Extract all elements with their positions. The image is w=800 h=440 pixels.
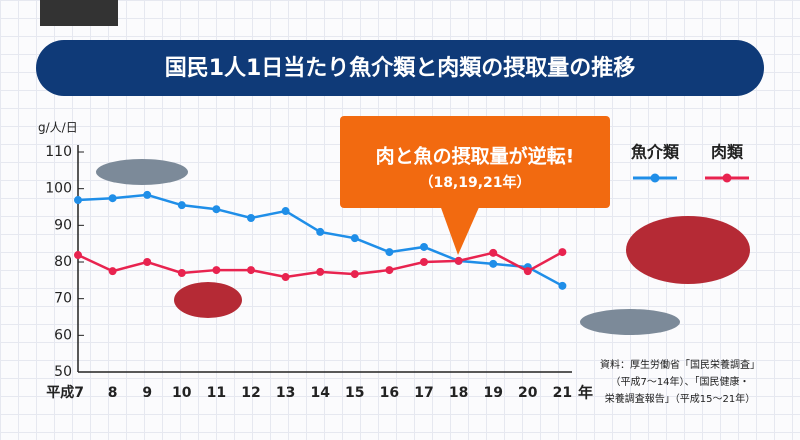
data-point: [247, 214, 255, 222]
data-point: [281, 273, 290, 282]
x-tick-label: 19: [483, 385, 502, 401]
x-tick-label: 14: [310, 385, 330, 401]
x-tick-label: 18: [449, 385, 468, 401]
y-tick-label: 90: [54, 217, 72, 233]
source-note: 栄養調査報告」（平成15～21年）: [605, 392, 755, 405]
source-note: 資料：厚生労働省「国民栄養調査」: [600, 358, 760, 371]
x-tick-label: 11: [207, 385, 226, 401]
data-point: [523, 267, 532, 276]
data-point: [385, 248, 394, 257]
callout-title: 肉と魚の摂取量が逆転!: [376, 145, 575, 168]
data-point: [420, 258, 428, 266]
fish-image: [96, 159, 188, 185]
callout-pointer: [440, 205, 480, 255]
data-point: [74, 196, 82, 205]
data-point: [143, 258, 152, 266]
data-point: [558, 281, 567, 290]
x-tick-label: 21: [553, 385, 572, 401]
data-point: [350, 234, 359, 243]
meat-image: [174, 282, 242, 318]
x-tick-label: 12: [241, 385, 260, 401]
data-point: [489, 259, 498, 268]
legend-label: 肉類: [711, 143, 744, 162]
data-point: [489, 248, 498, 257]
data-point: [316, 267, 325, 276]
data-point: [281, 207, 290, 216]
x-tick-label: 平成7: [46, 384, 84, 401]
plot: 50 60 70 80 90 100 110 平成7 8 9 10 11 12 13 14 15 16 17 18 1…: [45, 143, 749, 401]
legend-label: 魚介類: [631, 143, 680, 162]
y-tick-label: 100: [45, 181, 72, 197]
data-point: [316, 227, 325, 236]
data-point: [212, 205, 221, 214]
data-point: [177, 269, 186, 277]
x-tick-label: 16: [380, 385, 399, 401]
legend-marker: [650, 173, 660, 183]
x-tick-label: 9: [142, 385, 152, 401]
data-point: [420, 242, 428, 251]
y-axis-label: g/人/日: [38, 121, 78, 135]
fish-image: [580, 309, 680, 335]
source-note: （平成7～14年）、「国民健康・: [610, 375, 749, 388]
data-point: [247, 266, 255, 275]
decor-top: [40, 0, 118, 26]
data-point: [177, 201, 186, 210]
data-point: [350, 270, 359, 279]
data-point: [558, 248, 567, 257]
y-tick-label: 110: [45, 144, 72, 160]
x-tick-label: 13: [276, 385, 295, 401]
y-tick-label: 60: [54, 327, 72, 343]
y-tick-label: 70: [54, 291, 72, 307]
callout-box: [340, 116, 610, 208]
y-tick-label: 50: [54, 364, 72, 380]
data-point: [108, 194, 117, 203]
y-tick-label: 80: [54, 254, 72, 270]
callout-subtitle: （18,19,21年）: [419, 174, 530, 191]
x-tick-label: 8: [108, 385, 118, 401]
x-tick-label: 17: [414, 385, 433, 401]
x-tick-label: 20: [518, 385, 538, 401]
x-tick-label: 10: [172, 385, 192, 401]
data-point: [108, 267, 117, 276]
meat-image: [626, 216, 750, 284]
title-banner: [36, 40, 764, 96]
data-point: [212, 266, 221, 275]
data-point: [74, 251, 82, 260]
x-unit: 年: [578, 384, 593, 402]
data-point: [454, 256, 463, 265]
x-tick-label: 15: [345, 385, 364, 401]
data-point: [143, 190, 152, 199]
chart-title: 国民1人1日当たり魚介類と肉類の摂取量の推移: [165, 55, 636, 81]
legend-marker: [722, 173, 732, 183]
data-point: [385, 266, 394, 275]
